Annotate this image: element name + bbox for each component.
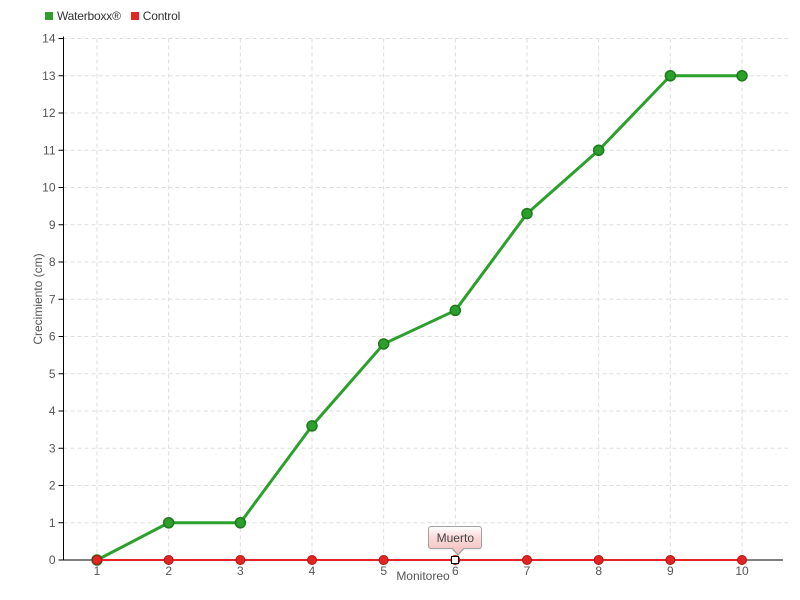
waterboxx-point[interactable] bbox=[377, 338, 390, 350]
svg-text:3: 3 bbox=[49, 441, 56, 455]
svg-text:6: 6 bbox=[452, 564, 459, 578]
control-point[interactable] bbox=[235, 555, 246, 565]
svg-text:2: 2 bbox=[49, 479, 56, 493]
svg-text:5: 5 bbox=[380, 564, 387, 578]
x-axis-title: Monitoreo bbox=[396, 569, 450, 583]
svg-text:7: 7 bbox=[524, 564, 531, 578]
waterboxx-point[interactable] bbox=[306, 420, 318, 432]
svg-text:5: 5 bbox=[49, 367, 56, 381]
x-tick-labels: 1 2 3 4 5 6 7 8 9 10 bbox=[94, 564, 749, 578]
selected-point-marker[interactable] bbox=[451, 556, 460, 564]
svg-text:1: 1 bbox=[49, 516, 56, 530]
svg-text:10: 10 bbox=[42, 181, 56, 195]
svg-text:7: 7 bbox=[49, 292, 56, 306]
svg-text:12: 12 bbox=[42, 106, 56, 120]
waterboxx-point[interactable] bbox=[736, 70, 748, 82]
svg-text:4: 4 bbox=[309, 564, 316, 578]
control-point[interactable] bbox=[92, 555, 102, 565]
control-point[interactable] bbox=[665, 555, 676, 565]
control-point[interactable] bbox=[307, 555, 317, 565]
control-point[interactable] bbox=[593, 555, 604, 565]
waterboxx-point[interactable] bbox=[234, 517, 247, 529]
muerto-tooltip-text: Muerto bbox=[436, 531, 474, 545]
svg-text:8: 8 bbox=[49, 255, 56, 269]
series-waterboxx bbox=[91, 70, 748, 566]
legend-item-control[interactable]: Control bbox=[130, 9, 181, 23]
svg-text:4: 4 bbox=[49, 404, 56, 418]
control-point[interactable] bbox=[378, 555, 389, 565]
tooltip-arrow-icon bbox=[452, 547, 465, 554]
gridlines bbox=[63, 38, 788, 560]
svg-text:13: 13 bbox=[42, 69, 56, 83]
series-control bbox=[92, 555, 747, 565]
legend-label-control: Control bbox=[142, 9, 181, 23]
muerto-tooltip: Muerto bbox=[428, 526, 483, 556]
control-point[interactable] bbox=[163, 555, 174, 565]
control-point[interactable] bbox=[522, 555, 532, 565]
svg-text:0: 0 bbox=[49, 553, 56, 567]
svg-text:2: 2 bbox=[165, 564, 172, 578]
svg-text:3: 3 bbox=[237, 564, 244, 578]
svg-text:9: 9 bbox=[667, 564, 674, 578]
control-swatch-icon bbox=[130, 12, 139, 20]
svg-text:6: 6 bbox=[49, 330, 56, 344]
waterboxx-point[interactable] bbox=[592, 144, 605, 156]
svg-text:1: 1 bbox=[94, 564, 101, 578]
waterboxx-point[interactable] bbox=[162, 517, 175, 529]
legend-item-waterboxx[interactable]: Waterboxx® bbox=[45, 9, 121, 23]
svg-text:11: 11 bbox=[43, 143, 56, 157]
svg-text:10: 10 bbox=[735, 564, 749, 578]
chart-legend: Waterboxx® Control bbox=[45, 9, 180, 23]
y-axis-title: Crecimiento (cm) bbox=[31, 253, 45, 345]
waterboxx-point[interactable] bbox=[449, 304, 462, 317]
svg-text:14: 14 bbox=[42, 32, 56, 46]
legend-label-waterboxx: Waterboxx® bbox=[57, 9, 121, 23]
waterboxx-swatch-icon bbox=[45, 12, 53, 20]
waterboxx-point[interactable] bbox=[664, 70, 677, 82]
svg-text:9: 9 bbox=[49, 218, 56, 232]
svg-text:8: 8 bbox=[595, 564, 602, 578]
control-point[interactable] bbox=[737, 555, 747, 565]
waterboxx-point[interactable] bbox=[521, 207, 533, 220]
